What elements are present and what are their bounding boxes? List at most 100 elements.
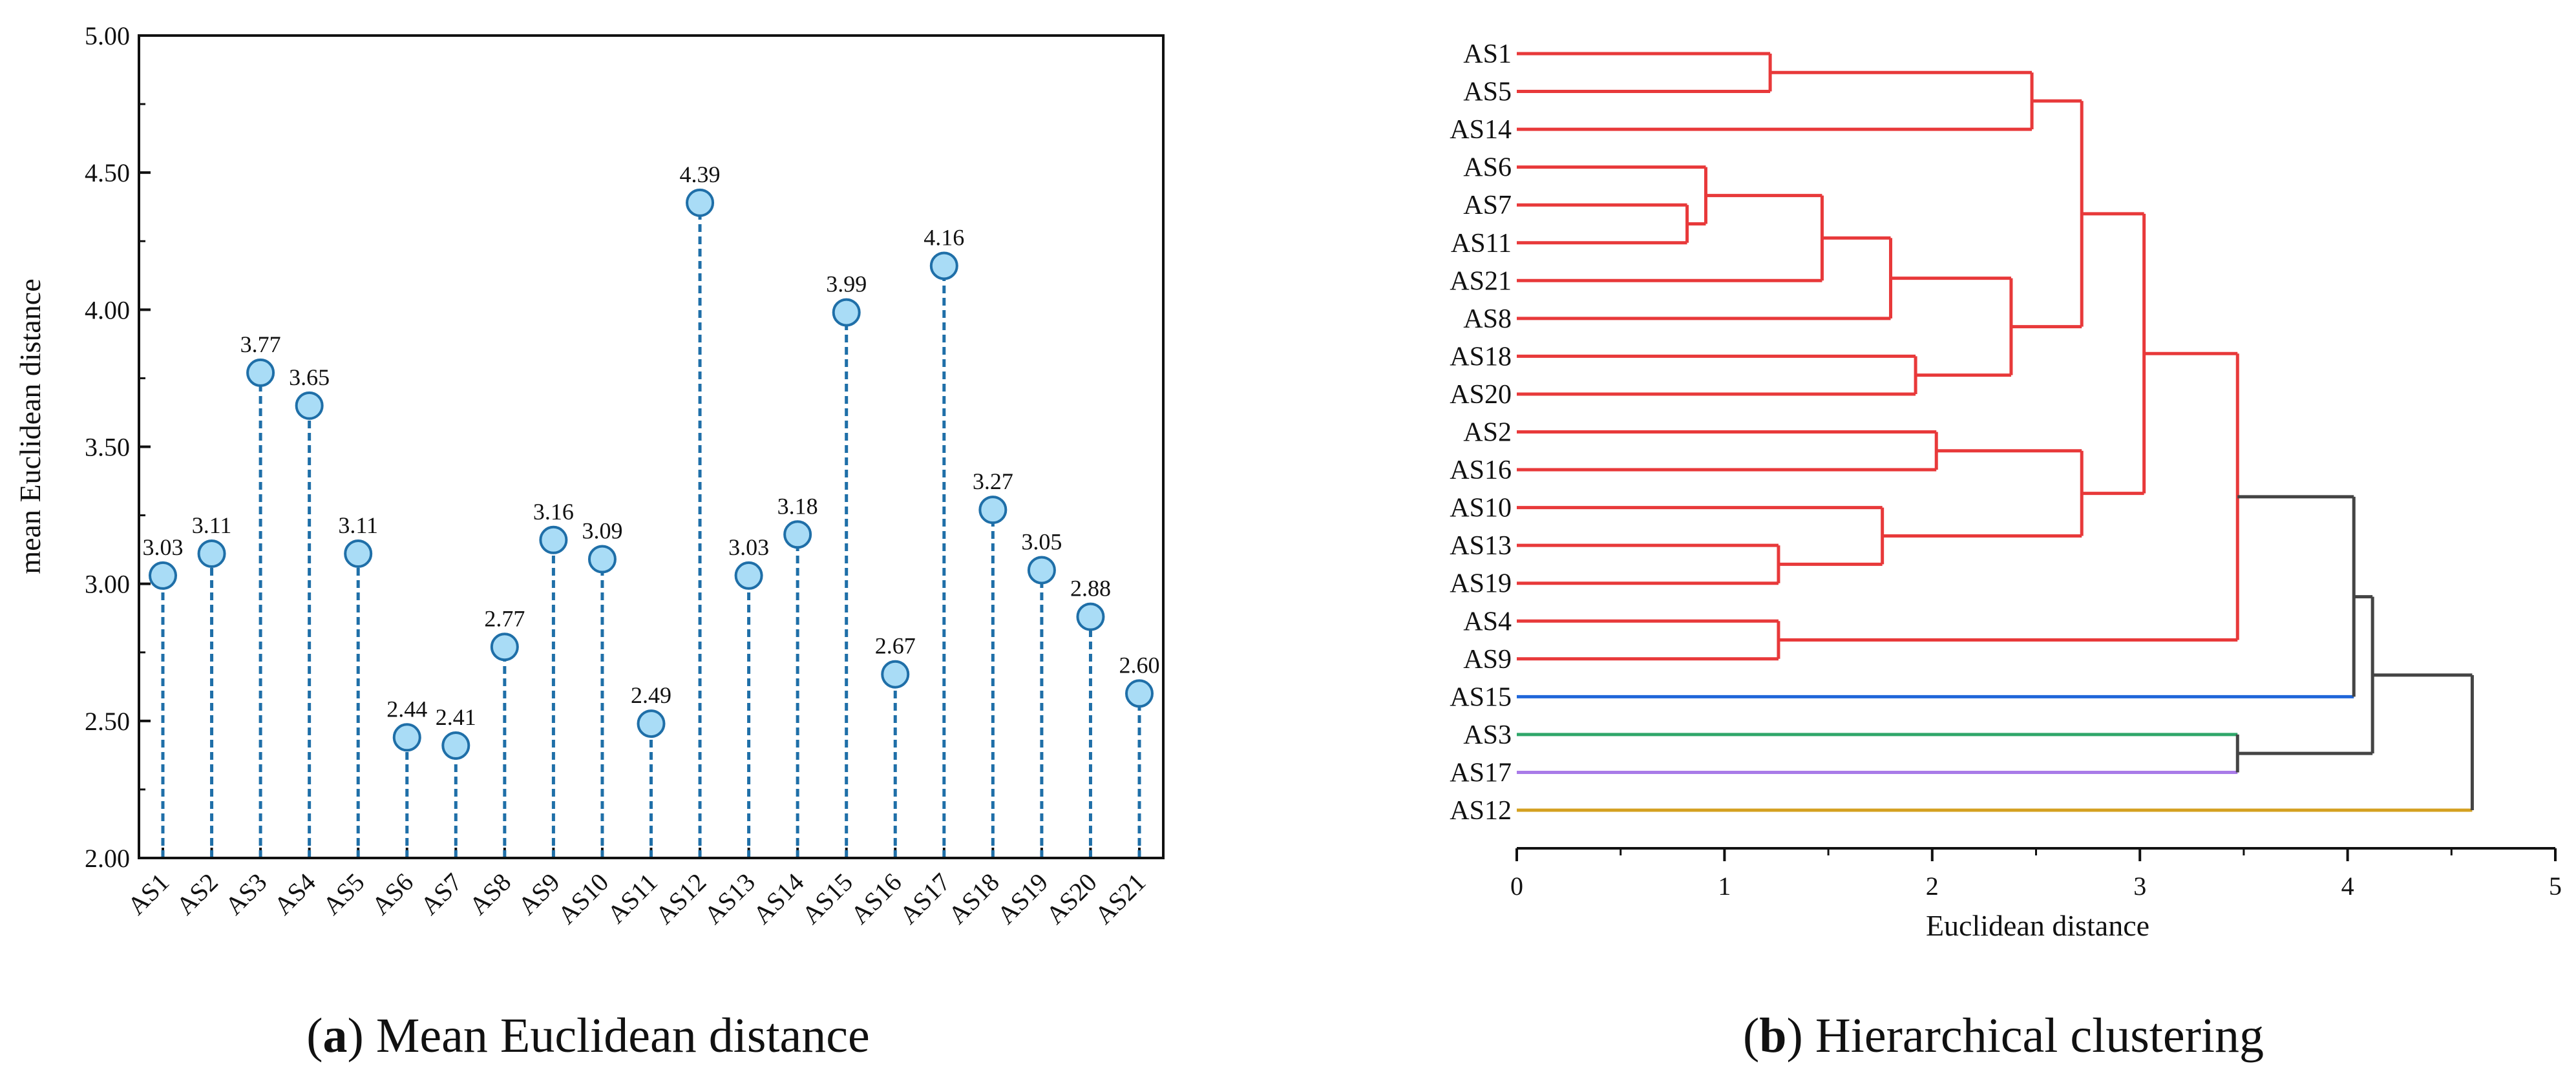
x-tick-label: AS11 (602, 868, 663, 929)
point-AS8 (490, 633, 519, 662)
panel-a-y-ticks: 2.00 2.50 3.00 3.50 4.00 4.50 5.00 (85, 21, 151, 873)
panel-b-caption-letter: b (1759, 1009, 1786, 1063)
x-tick-label: AS2 (171, 868, 224, 921)
x-tick-label: AS16 (845, 868, 907, 930)
point-AS10 (587, 545, 617, 574)
x-tick-label: 3 (2133, 872, 2146, 901)
data-label-AS18: 3.27 (973, 468, 1013, 494)
point-AS19 (1027, 556, 1056, 585)
panel-b-xlabel: Euclidean distance (1926, 909, 2149, 942)
x-tick-label: 5 (2549, 872, 2562, 901)
x-tick-label: AS17 (894, 868, 956, 930)
x-tick-label: AS15 (796, 868, 858, 930)
panel-b-x-axis: 0 1 2 3 4 5 (1510, 847, 2562, 901)
x-tick-label: 2 (1926, 872, 1939, 901)
panel-a-caption-letter: a (323, 1009, 348, 1063)
panel-b-dendrogram: AS1 AS5 AS14 AS6 AS7 AS11 AS21 AS8 AS18 AS20 AS2 AS… (1450, 39, 2562, 1063)
x-tick-label: AS8 (463, 868, 516, 921)
y-tick-label: 4.00 (85, 295, 130, 324)
x-tick-label: AS20 (1040, 868, 1103, 930)
panel-b-leaf-labels: AS1 AS5 AS14 AS6 AS7 AS11 AS21 AS8 AS18 AS20 AS2 AS… (1450, 39, 1512, 826)
x-tick-label: AS14 (747, 868, 809, 930)
data-label-AS4: 3.65 (289, 364, 330, 390)
leaf-label-AS18: AS18 (1450, 342, 1512, 371)
y-tick-label: 4.50 (85, 158, 130, 187)
point-AS1 (149, 561, 177, 590)
data-label-AS17: 4.16 (924, 224, 964, 250)
panel-b-caption-text: Hierarchical clustering (1815, 1009, 2264, 1063)
data-label-AS14: 3.18 (777, 493, 818, 519)
panel-b-dendrogram-links (1517, 52, 2474, 812)
point-AS5 (344, 539, 373, 568)
x-tick-label: 0 (1510, 872, 1523, 901)
leaf-label-AS21: AS21 (1450, 266, 1512, 296)
leaf-label-AS14: AS14 (1450, 115, 1512, 145)
data-label-AS6: 2.44 (386, 696, 427, 722)
leaf-label-AS9: AS9 (1463, 645, 1512, 675)
leaf-label-AS16: AS16 (1450, 455, 1512, 485)
data-label-AS12: 4.39 (680, 162, 721, 187)
leaf-label-AS8: AS8 (1463, 304, 1512, 334)
point-AS16 (881, 660, 910, 689)
leaf-label-AS4: AS4 (1463, 607, 1512, 636)
point-AS12 (686, 188, 715, 217)
x-tick-label: AS13 (699, 868, 761, 930)
data-label-AS10: 3.09 (582, 518, 622, 543)
x-tick-label: AS10 (552, 868, 614, 930)
panel-b-caption: (b) Hierarchical clustering (1743, 1009, 2264, 1063)
point-AS20 (1076, 602, 1105, 631)
data-label-AS15: 3.99 (826, 271, 867, 297)
point-AS9 (539, 525, 568, 554)
leaf-label-AS12: AS12 (1450, 796, 1512, 826)
leaf-label-AS2: AS2 (1463, 418, 1512, 448)
data-label-AS8: 2.77 (484, 605, 525, 631)
x-tick-label: AS21 (1089, 868, 1151, 930)
leaf-label-AS11: AS11 (1451, 229, 1512, 258)
leaf-label-AS19: AS19 (1450, 569, 1512, 599)
point-AS7 (441, 731, 470, 760)
data-label-AS16: 2.67 (875, 633, 916, 659)
y-tick-label: 3.00 (85, 570, 130, 599)
x-tick-label: AS18 (942, 868, 1004, 930)
y-tick-label: 2.50 (85, 707, 130, 736)
x-tick-label: 1 (1718, 872, 1731, 901)
point-AS4 (295, 391, 324, 420)
x-tick-label: AS12 (649, 868, 712, 930)
x-tick-label: 4 (2341, 872, 2354, 901)
data-label-AS13: 3.03 (728, 534, 769, 560)
point-AS2 (197, 539, 226, 568)
leaf-label-AS1: AS1 (1463, 39, 1512, 69)
point-AS15 (832, 298, 861, 327)
x-tick-label: AS5 (317, 868, 370, 921)
x-tick-label: AS4 (268, 868, 321, 921)
x-tick-label: AS7 (415, 868, 468, 921)
point-AS17 (929, 251, 958, 280)
data-label-AS5: 3.11 (338, 512, 378, 538)
leaf-label-AS10: AS10 (1450, 494, 1512, 523)
point-AS6 (392, 723, 421, 752)
x-tick-label: AS6 (366, 868, 419, 921)
data-label-AS19: 3.05 (1021, 528, 1062, 554)
point-AS13 (734, 561, 763, 590)
leaf-label-AS15: AS15 (1450, 682, 1512, 712)
point-AS3 (246, 358, 275, 387)
point-AS11 (637, 709, 666, 738)
leaf-label-AS20: AS20 (1450, 380, 1512, 410)
data-label-AS3: 3.77 (240, 331, 281, 357)
x-tick-label: AS19 (991, 868, 1053, 930)
data-label-AS1: 3.03 (143, 534, 184, 560)
data-label-AS9: 3.16 (533, 499, 574, 525)
panel-a-x-ticks: AS1AS2AS3AS4AS5AS6AS7AS8AS9AS10AS11AS12A… (121, 848, 1151, 930)
panel-a-caption: (a) Mean Euclidean distance (306, 1009, 870, 1063)
data-label-AS7: 2.41 (436, 704, 476, 730)
leaf-label-AS17: AS17 (1450, 758, 1512, 788)
panel-a-ylabel: mean Euclidean distance (14, 278, 47, 574)
x-tick-label: AS1 (121, 868, 174, 921)
y-tick-label: 3.50 (85, 433, 130, 462)
panel-a-caption-text: Mean Euclidean distance (376, 1009, 870, 1063)
panel-a-plot-frame (138, 34, 1165, 859)
leaf-label-AS3: AS3 (1463, 720, 1512, 750)
point-AS21 (1125, 679, 1154, 708)
leaf-label-AS13: AS13 (1450, 531, 1512, 561)
